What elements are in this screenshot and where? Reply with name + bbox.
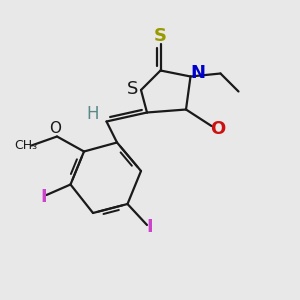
Text: H: H (87, 105, 99, 123)
Text: CH₃: CH₃ (14, 139, 38, 152)
Text: O: O (50, 121, 61, 136)
Text: O: O (210, 120, 225, 138)
Text: I: I (40, 188, 47, 206)
Text: S: S (127, 80, 138, 98)
Text: N: N (190, 64, 206, 82)
Text: S: S (154, 27, 167, 45)
Text: I: I (147, 218, 153, 236)
